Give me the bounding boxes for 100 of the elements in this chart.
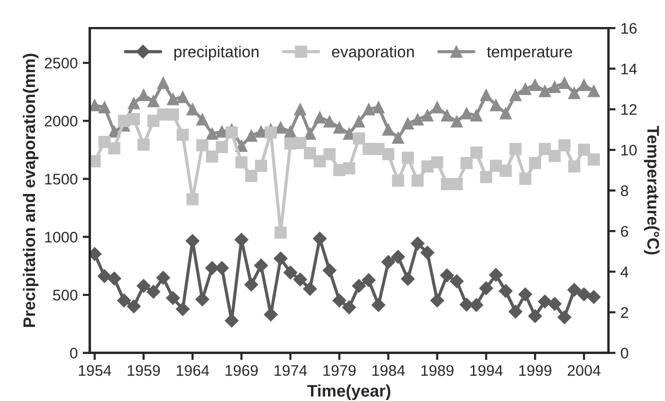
point: [138, 138, 150, 151]
point: [284, 126, 296, 138]
point: [274, 252, 288, 266]
point: [196, 113, 208, 126]
point: [500, 107, 512, 120]
y-tick-label: 1000: [45, 232, 78, 243]
point: [314, 111, 326, 124]
point: [332, 294, 346, 308]
x-axis-title: Time(year): [307, 384, 390, 400]
point: [402, 152, 414, 164]
point: [128, 113, 140, 126]
point: [577, 288, 591, 302]
point: [588, 84, 600, 98]
x-tick-label: 1974: [274, 365, 307, 376]
point: [469, 298, 484, 312]
point: [558, 310, 572, 324]
point: [548, 297, 562, 311]
point: [322, 264, 336, 278]
point: [138, 88, 150, 102]
point: [440, 268, 454, 282]
point: [508, 304, 522, 318]
y2-tick-label: 10: [621, 144, 637, 156]
legend-label: temperature: [486, 46, 572, 61]
point: [362, 103, 375, 116]
point: [245, 130, 258, 142]
x-tick-label: 1994: [470, 365, 503, 376]
point: [480, 170, 492, 184]
point: [107, 272, 122, 286]
x-tick-label: 1964: [176, 365, 210, 376]
point: [90, 99, 101, 112]
y-tick-label: 500: [53, 290, 78, 301]
y2-tick-label: 0: [620, 348, 628, 359]
point: [284, 266, 298, 280]
y2-tick-label: 12: [621, 104, 637, 115]
x-tick-label: 1959: [128, 365, 160, 376]
point: [382, 148, 394, 160]
point: [235, 156, 248, 168]
point: [274, 226, 287, 239]
point: [304, 128, 316, 140]
point: [206, 128, 218, 140]
point: [244, 278, 258, 292]
point: [166, 291, 180, 305]
point: [176, 91, 189, 104]
y-tick-label: 1500: [45, 174, 78, 185]
point: [490, 99, 502, 112]
point: [421, 109, 434, 122]
point: [342, 300, 356, 314]
point: [195, 292, 210, 306]
point: [323, 148, 336, 160]
point: [157, 76, 170, 89]
point: [558, 76, 571, 89]
point: [431, 101, 444, 114]
y-tick-label: 2500: [44, 58, 78, 69]
y-axis-title: Precipitation and evaporation(mm): [22, 54, 38, 327]
point: [498, 284, 513, 298]
point: [410, 236, 425, 250]
point: [352, 115, 365, 128]
y2-tick-label: 14: [621, 64, 637, 74]
point: [568, 86, 580, 100]
point: [392, 132, 404, 144]
point: [362, 273, 376, 288]
y2-tick-label: 16: [621, 22, 637, 34]
y2-tick-label: 6: [621, 226, 628, 237]
point: [117, 294, 131, 308]
point: [303, 282, 317, 296]
x-tick-label: 2004: [568, 365, 601, 376]
point: [323, 115, 336, 128]
y2-tick-label: 8: [620, 185, 628, 196]
point: [480, 88, 492, 102]
point: [392, 174, 404, 187]
point: [538, 294, 552, 308]
point: [156, 270, 170, 285]
point: [402, 117, 414, 130]
point: [176, 128, 189, 141]
point: [294, 103, 306, 116]
point: [450, 115, 463, 128]
x-tick-label: 1954: [78, 365, 112, 376]
x-tick-label: 1999: [519, 365, 552, 376]
point: [372, 101, 385, 114]
y2-tick-label: 2: [621, 307, 628, 318]
point: [196, 139, 208, 152]
point: [166, 93, 180, 106]
point: [186, 103, 199, 116]
point: [372, 298, 386, 312]
point: [538, 84, 551, 98]
legend-label: evaporation: [332, 46, 414, 61]
x-tick-label: 1989: [421, 365, 454, 376]
point: [470, 146, 482, 159]
x-tick-label: 1969: [226, 365, 258, 376]
point: [578, 78, 590, 91]
point: [470, 109, 482, 122]
point: [450, 274, 464, 288]
point: [430, 294, 444, 308]
y2-tick-label: 4: [620, 266, 628, 278]
point: [304, 147, 316, 160]
point: [166, 108, 180, 121]
point: [567, 282, 582, 297]
point: [254, 160, 268, 172]
point: [294, 136, 306, 149]
point: [333, 121, 346, 134]
